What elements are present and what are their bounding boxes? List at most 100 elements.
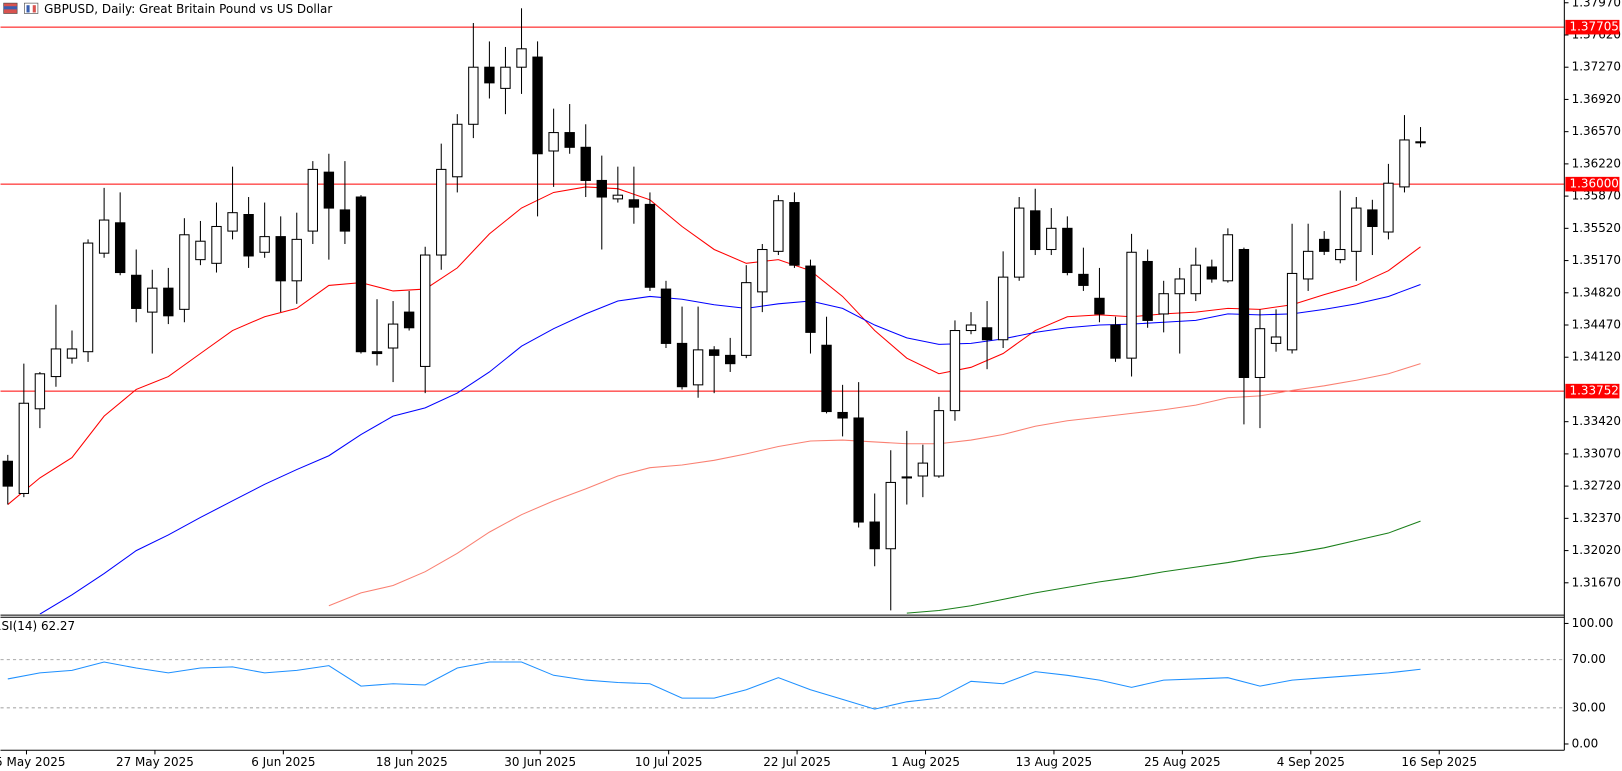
candle-body bbox=[163, 287, 174, 317]
candle-body bbox=[50, 348, 62, 378]
candle-body bbox=[1383, 182, 1394, 233]
candle-body bbox=[1335, 248, 1346, 261]
symbol-icons bbox=[3, 2, 39, 14]
candle-body bbox=[789, 202, 800, 266]
candle-body bbox=[692, 349, 704, 386]
candle-body bbox=[869, 521, 880, 550]
y-tick-label: 1.37970 bbox=[1572, 0, 1621, 9]
y-tick-label: 1.36570 bbox=[1572, 124, 1621, 138]
candle-body bbox=[452, 123, 463, 178]
candle-body bbox=[901, 476, 912, 479]
candle-body bbox=[114, 222, 126, 274]
candle-body bbox=[131, 274, 142, 309]
candle-body bbox=[1351, 207, 1362, 252]
candle-body bbox=[741, 282, 752, 356]
level-label: 1.37705 bbox=[1570, 20, 1619, 34]
rsi-tick-label: 70.00 bbox=[1572, 652, 1606, 666]
candle-body bbox=[660, 288, 672, 344]
moving-average bbox=[328, 363, 1421, 607]
candle-body bbox=[227, 212, 238, 232]
candle-body bbox=[837, 411, 848, 419]
candle-body bbox=[18, 402, 30, 495]
candle-body bbox=[628, 199, 640, 208]
candle-body bbox=[468, 66, 479, 125]
y-tick-label: 1.37270 bbox=[1572, 60, 1621, 74]
candle-body bbox=[1367, 209, 1378, 228]
rsi-plot: RSI(14) 62.27 bbox=[0, 619, 1565, 710]
candle-body bbox=[516, 48, 527, 68]
candle-body bbox=[259, 236, 270, 253]
candle-body bbox=[596, 179, 607, 198]
candle-body bbox=[1030, 210, 1041, 251]
level-label: 1.33752 bbox=[1570, 384, 1619, 398]
x-tick-label: 27 May 2025 bbox=[116, 755, 194, 769]
x-tick-label: 1 Aug 2025 bbox=[891, 755, 960, 769]
candle-body bbox=[355, 196, 367, 353]
candle-body bbox=[291, 238, 302, 282]
candle-body bbox=[708, 349, 720, 356]
level-label: 1.36000 bbox=[1570, 177, 1619, 191]
x-tick-label: 4 Sep 2025 bbox=[1277, 755, 1345, 769]
candle-body bbox=[243, 214, 254, 257]
candle-body bbox=[66, 348, 78, 359]
candle-body bbox=[484, 66, 495, 84]
candle-body bbox=[419, 254, 431, 367]
candle-body bbox=[805, 265, 816, 333]
candle-body bbox=[1286, 272, 1298, 351]
rsi-line bbox=[7, 661, 1421, 710]
x-tick-label: 10 Jul 2025 bbox=[635, 755, 703, 769]
level-tag bbox=[1565, 19, 1620, 35]
x-tick-label: 16 Sep 2025 bbox=[1401, 755, 1477, 769]
rsi-tick-label: 0.00 bbox=[1572, 736, 1599, 750]
candle-body bbox=[1046, 227, 1057, 251]
x-tick-label: 25 Aug 2025 bbox=[1144, 755, 1220, 769]
y-tick-label: 1.36220 bbox=[1572, 156, 1621, 170]
candle-body bbox=[965, 324, 977, 332]
candle-body bbox=[949, 330, 961, 412]
candle-body bbox=[612, 194, 624, 200]
y-tick-label: 1.31670 bbox=[1572, 575, 1621, 589]
moving-average bbox=[39, 284, 1421, 615]
candle-body bbox=[1399, 139, 1410, 188]
x-tick-label: 6 Jun 2025 bbox=[251, 755, 315, 769]
candle-body bbox=[532, 56, 543, 155]
candle-body bbox=[725, 354, 736, 365]
y-tick-label: 1.36920 bbox=[1572, 92, 1621, 106]
candle-body bbox=[1222, 234, 1234, 282]
y-tick-label: 1.35520 bbox=[1572, 221, 1621, 235]
candle-body bbox=[275, 236, 286, 282]
candle-body bbox=[2, 460, 13, 487]
price-plot bbox=[0, 8, 1565, 615]
y-tick-label: 1.35870 bbox=[1572, 189, 1621, 203]
candle-body bbox=[773, 200, 784, 252]
candle-body bbox=[917, 462, 929, 477]
candle-body bbox=[676, 342, 688, 388]
candle-body bbox=[1078, 273, 1089, 286]
y-tick-label: 1.34470 bbox=[1572, 318, 1621, 332]
y-tick-label: 1.32020 bbox=[1572, 543, 1621, 557]
candle-body bbox=[1174, 278, 1185, 295]
candle-body bbox=[500, 66, 511, 89]
candle-body bbox=[371, 351, 383, 355]
candle-body bbox=[1142, 260, 1153, 321]
y-tick-label: 1.33420 bbox=[1572, 414, 1621, 428]
candle-body bbox=[1254, 328, 1266, 379]
candle-body bbox=[564, 132, 575, 148]
candle-body bbox=[403, 311, 415, 329]
candle-body bbox=[339, 209, 351, 232]
x-tick-label: 13 Aug 2025 bbox=[1016, 755, 1092, 769]
candle-body bbox=[933, 410, 945, 477]
level-tag bbox=[1565, 176, 1620, 192]
y-tick-label: 1.34820 bbox=[1572, 285, 1621, 299]
candle-body bbox=[1206, 266, 1218, 280]
moving-average bbox=[906, 520, 1421, 614]
rsi-label: RSI(14) 62.27 bbox=[0, 619, 75, 633]
candle-body bbox=[853, 417, 864, 523]
candle-body bbox=[1238, 248, 1250, 379]
rsi-tick-label: 30.00 bbox=[1572, 700, 1606, 714]
candle-body bbox=[644, 203, 656, 288]
moving-average bbox=[7, 186, 1421, 505]
candle-body bbox=[82, 242, 94, 353]
candle-body bbox=[757, 248, 768, 293]
